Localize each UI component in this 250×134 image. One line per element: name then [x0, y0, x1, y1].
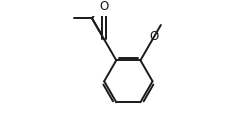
Text: O: O [150, 30, 159, 43]
Text: O: O [100, 0, 109, 13]
